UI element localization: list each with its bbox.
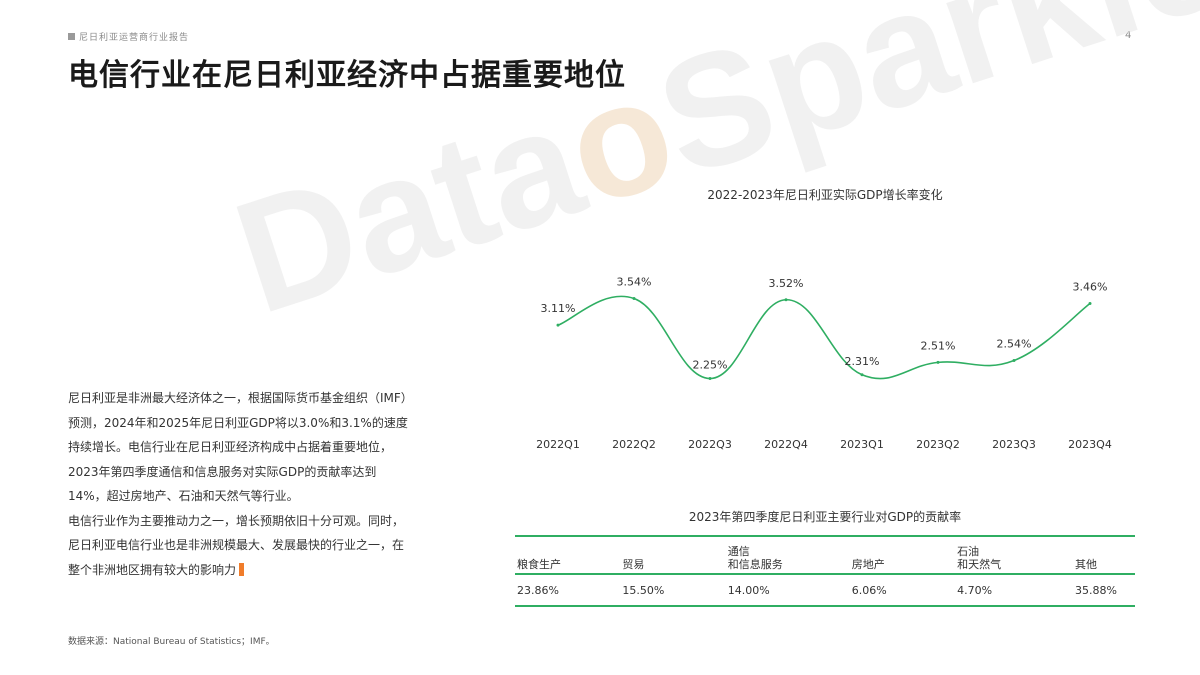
x-tick-2022Q2: 2022Q2 (612, 438, 656, 451)
table-row: 23.86% 15.50% 14.00% 6.06% 4.70% 35.88% (515, 574, 1135, 607)
data-point-2023Q2 (936, 360, 940, 364)
data-label-2022Q4: 3.52% (769, 277, 804, 290)
page-title: 电信行业在尼日利亚经济中占据重要地位 (68, 58, 626, 93)
data-label-2023Q1: 2.31% (845, 355, 880, 368)
x-tick-2023Q4: 2023Q4 (1068, 438, 1112, 451)
gdp-contribution-table: 粮食生产 贸易 通信 和信息服务 房地产 石油 和天然气 其他 23.86% 15.… (515, 535, 1135, 607)
table-header-cell: 石油 和天然气 (955, 535, 1073, 575)
header-square-icon (68, 33, 75, 40)
page-number: 4 (1125, 30, 1132, 41)
table-cell: 14.00% (725, 574, 850, 607)
x-tick-2023Q1: 2023Q1 (840, 438, 884, 451)
paragraph-intro: 尼日利亚是非洲最大经济体之一，根据国际货币基金组织（IMF）预测，2024年和2… (68, 391, 413, 503)
body-text: 尼日利亚是非洲最大经济体之一，根据国际货币基金组织（IMF）预测，2024年和2… (68, 386, 413, 582)
table-cell: 35.88% (1072, 574, 1135, 607)
data-point-2022Q1 (556, 323, 560, 327)
x-tick-2022Q3: 2022Q3 (688, 438, 732, 451)
series-line (557, 295, 1091, 380)
x-tick-2023Q2: 2023Q2 (916, 438, 960, 451)
table-header-cell: 其他 (1072, 535, 1135, 575)
data-point-2023Q1 (860, 373, 864, 377)
table-header-row: 粮食生产 贸易 通信 和信息服务 房地产 石油 和天然气 其他 (515, 535, 1135, 575)
data-label-2022Q2: 3.54% (617, 276, 652, 289)
chart-title: 2022-2023年尼日利亚实际GDP增长率变化 (707, 187, 942, 202)
gdp-growth-line-chart: 2022-2023年尼日利亚实际GDP增长率变化 3.11% 3.54% 2.25%… (515, 180, 1135, 460)
x-tick-2023Q3: 2023Q3 (992, 438, 1036, 451)
report-label: 尼日利亚运营商行业报告 (79, 33, 190, 43)
data-label-2022Q1: 3.11% (541, 302, 576, 315)
data-label-2023Q3: 2.54% (997, 338, 1032, 351)
table-title: 2023年第四季度尼日利亚主要行业对GDP的贡献率 (688, 510, 962, 524)
table-cell: 6.06% (849, 574, 956, 607)
data-labels: 3.11% 3.54% 2.25% 3.52% 2.31% 2.51% 2.54% 3.46% (541, 276, 1108, 372)
data-point-2023Q3 (1012, 359, 1016, 363)
data-point-2023Q4 (1088, 301, 1092, 305)
table-cell: 4.70% (955, 574, 1073, 607)
report-header: 尼日利亚运营商行业报告 (68, 30, 189, 43)
gdp-growth-chart-svg: 2022-2023年尼日利亚实际GDP增长率变化 3.11% 3.54% 2.25%… (536, 187, 1112, 451)
table-header-cell: 粮食生产 (515, 535, 621, 575)
paragraph-outlook-text: 电信行业作为主要推动力之一，增长预期依旧十分可观。同时，尼日利亚电信行业也是非洲… (68, 513, 405, 577)
x-axis-tick-labels: 2022Q1 2022Q2 2022Q3 2022Q4 2023Q1 2023Q2 2023… (536, 438, 1112, 451)
paragraph-end-marker (239, 562, 245, 576)
series-points (556, 297, 1092, 380)
table-header-cell: 房地产 (849, 535, 956, 575)
data-label-2023Q2: 2.51% (921, 339, 956, 352)
table-header-cell: 贸易 (620, 535, 726, 575)
table-cell: 23.86% (515, 574, 621, 607)
x-tick-2022Q4: 2022Q4 (764, 438, 808, 451)
paragraph-outlook: 电信行业作为主要推动力之一，增长预期依旧十分可观。同时，尼日利亚电信行业也是非洲… (68, 509, 413, 583)
table-header-cell: 通信 和信息服务 (725, 535, 850, 575)
data-point-2022Q4 (784, 298, 788, 302)
data-point-2022Q3 (708, 377, 712, 380)
data-label-2022Q3: 2.25% (693, 359, 728, 372)
x-tick-2022Q1: 2022Q1 (536, 438, 580, 451)
table-cell: 15.50% (620, 574, 726, 607)
data-point-2022Q2 (632, 297, 636, 301)
watermark-text-end: Sparkle (638, 0, 1200, 210)
data-label-2023Q4: 3.46% (1073, 280, 1108, 293)
source-note: 数据来源：National Bureau of Statistics；IMF。 (68, 637, 275, 647)
